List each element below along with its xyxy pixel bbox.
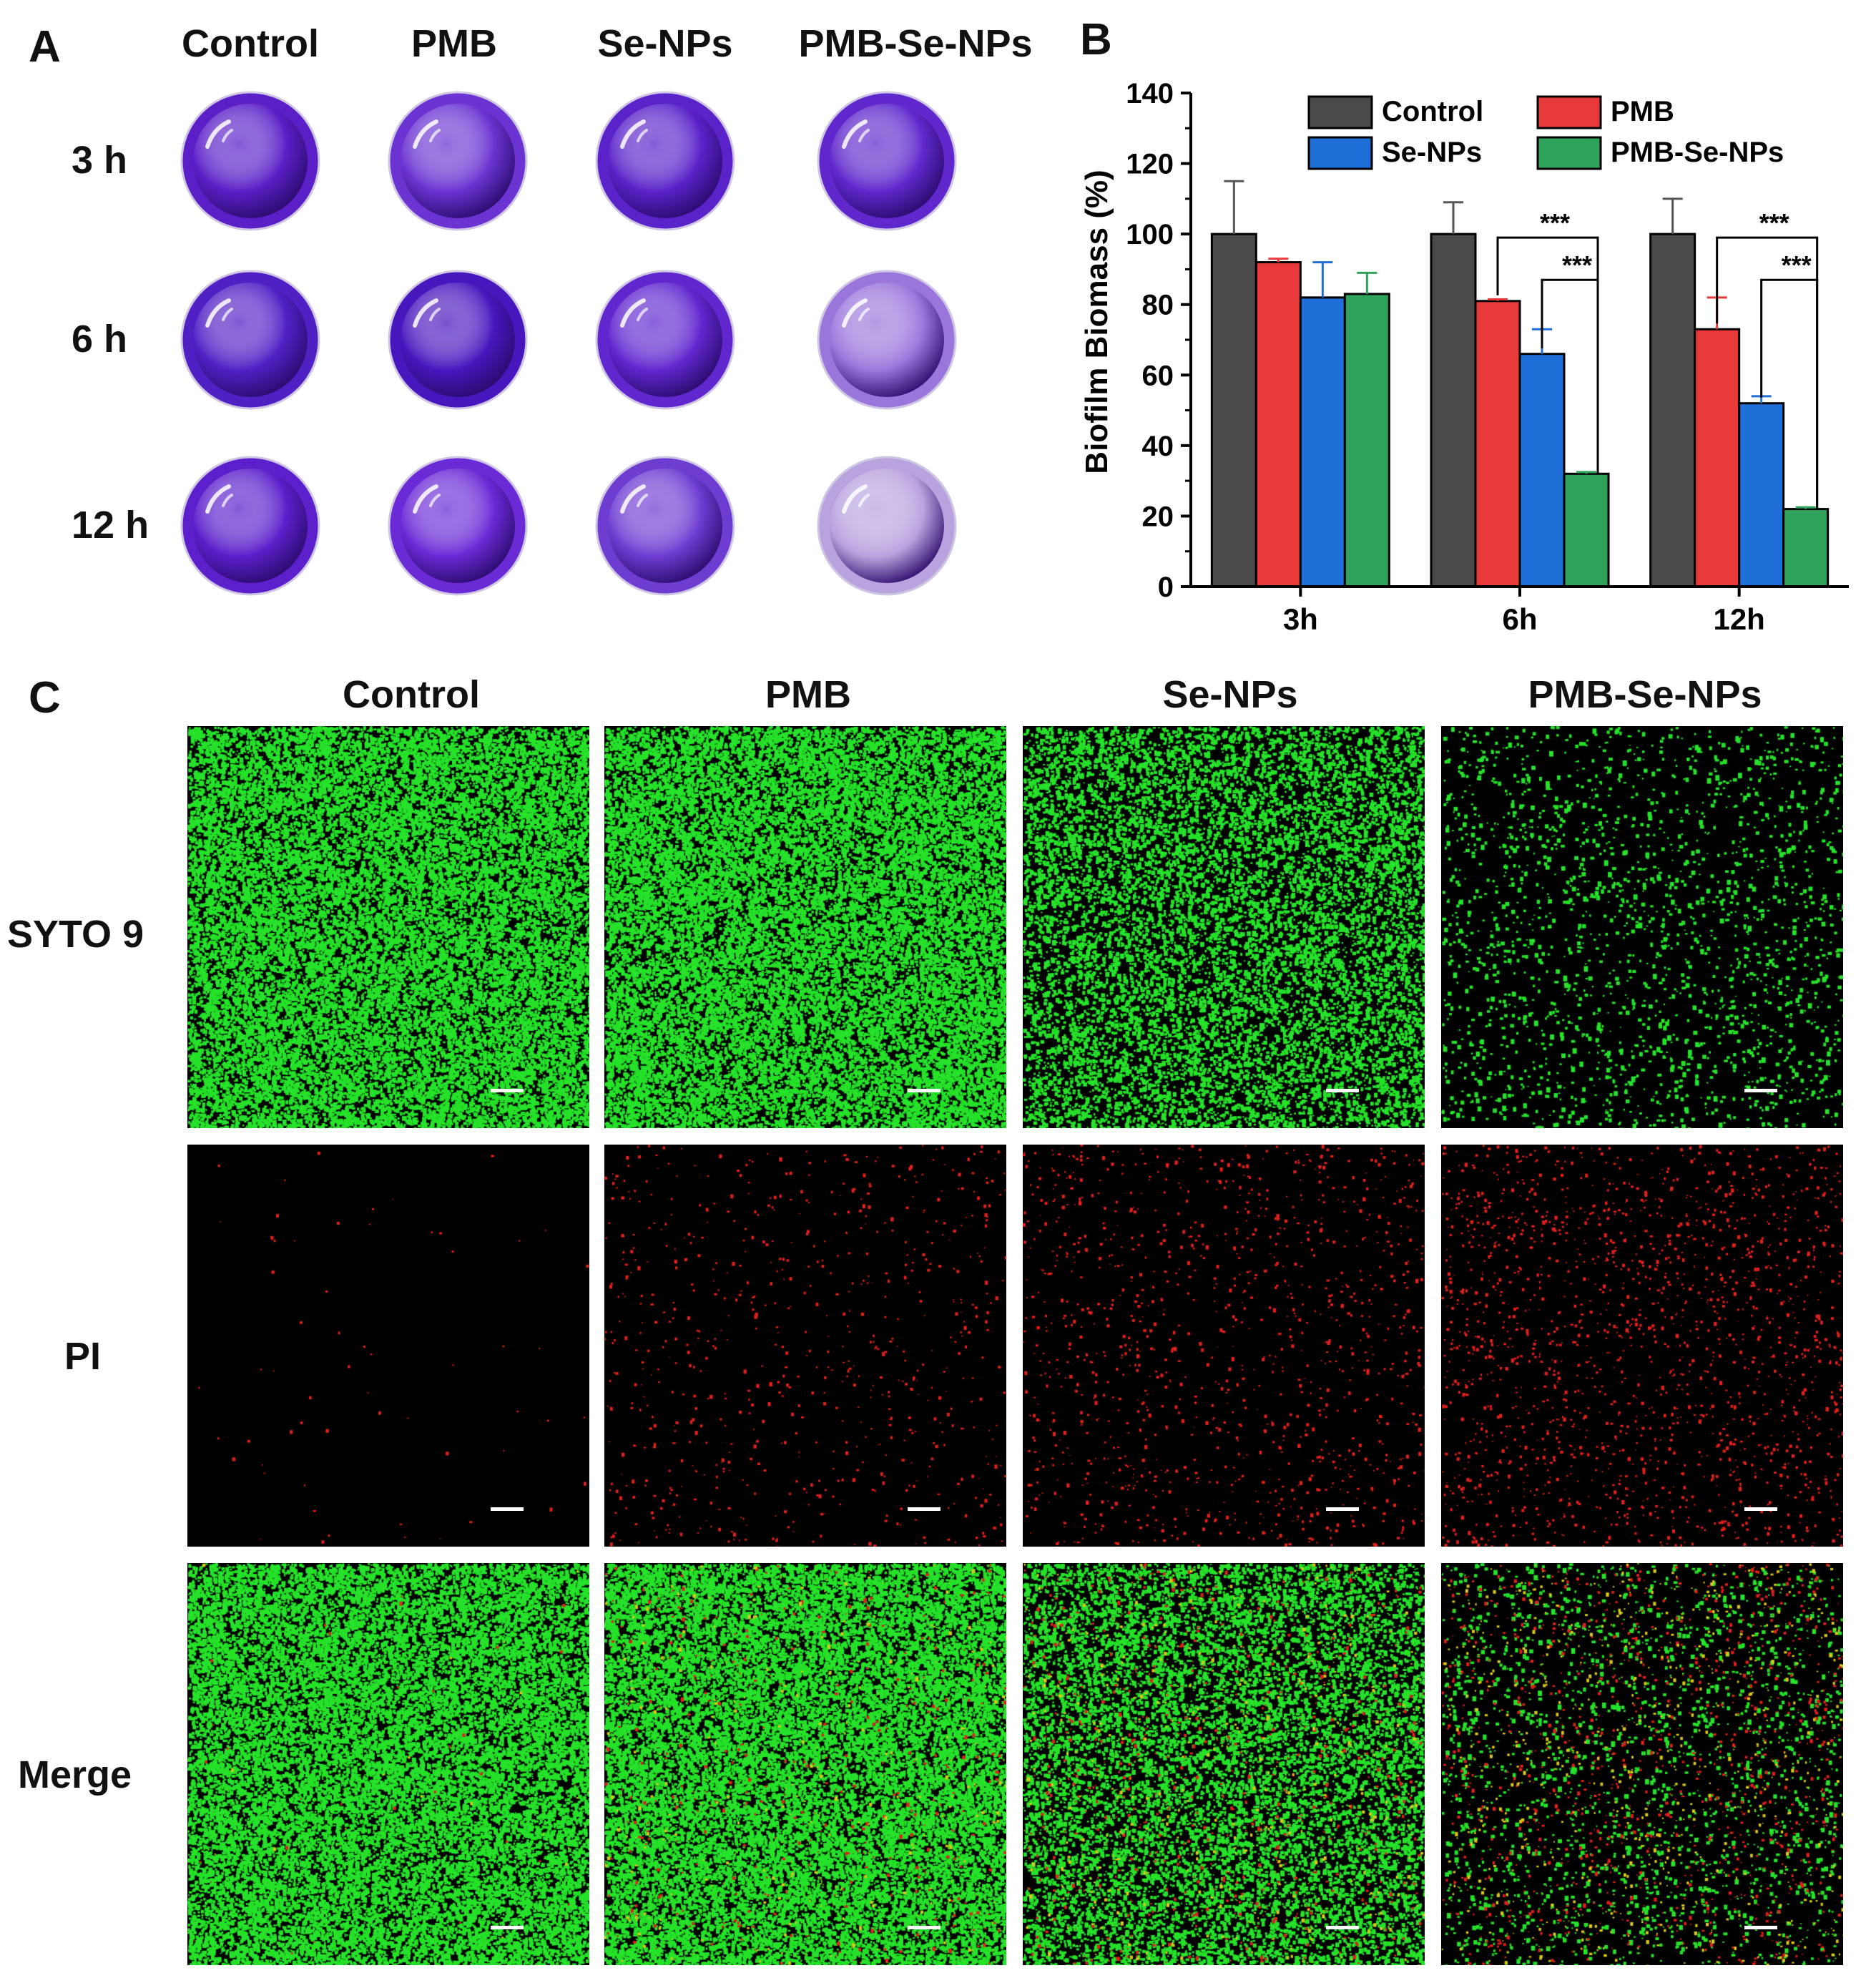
y-tick-label-6: 120 — [1126, 149, 1174, 180]
micrograph-merge-pmb — [604, 1563, 1006, 1965]
well-1-3 — [815, 268, 958, 411]
legend-label-PMB-Se-NPs: PMB-Se-NPs — [1611, 137, 1784, 168]
well-row-label-3h: 3 h — [72, 139, 128, 182]
scale-bar — [1326, 1926, 1359, 1929]
panel-b-bar-chart: *** *** *** *** 0 20 40 60 80 100 120 140 3h 6h 12h C… — [1079, 78, 1849, 636]
micrograph-merge-control — [187, 1563, 589, 1965]
bar-PMB-12h — [1694, 328, 1741, 588]
well-column-label-control: Control — [182, 22, 319, 65]
bar-Control-6h — [1430, 232, 1477, 588]
y-tick-label-4: 80 — [1142, 290, 1174, 321]
significance-label-1: *** — [1562, 250, 1592, 280]
micro-row-label-pi: PI — [64, 1335, 102, 1378]
micrograph-pi-pmb — [604, 1145, 1006, 1547]
well-1-1 — [386, 268, 529, 411]
panel-letter-b: B — [1080, 15, 1112, 64]
well-row-label-12h: 12 h — [72, 504, 149, 547]
scale-bar — [491, 1089, 524, 1092]
micrograph-pi-pmb-se-nps — [1441, 1145, 1843, 1547]
y-axis-label: Biofilm Biomass (%) — [1079, 170, 1114, 474]
micro-column-label-control: Control — [343, 673, 480, 716]
y-tick-label-7: 140 — [1126, 78, 1174, 109]
legend-label-Control: Control — [1382, 96, 1483, 127]
significance-label-2: *** — [1759, 208, 1789, 238]
bar-Control-3h — [1210, 232, 1257, 588]
significance-label-3: *** — [1782, 250, 1812, 280]
significance-label-0: *** — [1540, 208, 1570, 238]
scale-bar — [491, 1507, 524, 1511]
bar-Se-NPs-6h — [1518, 353, 1566, 588]
scale-bar — [1744, 1089, 1777, 1092]
micro-column-label-se-nps: Se-NPs — [1162, 673, 1298, 716]
scale-bar — [1744, 1507, 1777, 1511]
well-1-2 — [594, 268, 737, 411]
panel-letter-a: A — [29, 22, 61, 72]
micrograph-pi-se-nps — [1023, 1145, 1425, 1547]
bar-PMB-Se-NPs-12h — [1782, 508, 1830, 588]
micrograph-syto9-control — [187, 726, 589, 1128]
micro-column-label-pmb-se-nps: PMB-Se-NPs — [1528, 673, 1762, 716]
bar-Se-NPs-12h — [1738, 402, 1785, 588]
well-2-3 — [815, 454, 958, 597]
scale-bar — [1744, 1926, 1777, 1929]
well-column-label-se-nps: Se-NPs — [597, 22, 733, 65]
well-0-2 — [594, 89, 737, 232]
well-2-0 — [179, 454, 322, 597]
significance-bracket-1 — [1541, 278, 1599, 474]
micrograph-merge-pmb-se-nps — [1441, 1563, 1843, 1965]
bar-Control-12h — [1649, 232, 1696, 588]
micrograph-syto9-se-nps — [1023, 726, 1425, 1128]
micrograph-merge-se-nps — [1023, 1563, 1425, 1965]
legend-label-Se-NPs: Se-NPs — [1382, 137, 1482, 168]
legend-swatch-PMB — [1536, 95, 1602, 129]
micro-row-label-merge: Merge — [18, 1753, 132, 1796]
bar-PMB-Se-NPs-6h — [1563, 472, 1610, 588]
micrograph-pi-control — [187, 1145, 589, 1547]
micro-row-label-syto9: SYTO 9 — [7, 913, 144, 956]
scale-bar — [908, 1926, 941, 1929]
well-1-0 — [179, 268, 322, 411]
panel-letter-c: C — [29, 673, 61, 723]
bar-PMB-3h — [1254, 261, 1302, 588]
y-tick-label-5: 100 — [1126, 219, 1174, 250]
well-2-1 — [386, 454, 529, 597]
y-tick-label-3: 60 — [1142, 360, 1174, 391]
well-0-3 — [815, 89, 958, 232]
well-0-1 — [386, 89, 529, 232]
legend-label-PMB: PMB — [1611, 96, 1674, 127]
legend-swatch-Se-NPs — [1307, 136, 1373, 170]
legend-swatch-Control — [1307, 95, 1373, 129]
bar-Se-NPs-3h — [1299, 296, 1346, 588]
well-column-label-pmb: PMB — [411, 22, 497, 65]
well-row-label-6h: 6 h — [72, 318, 128, 361]
scale-bar — [1326, 1089, 1359, 1092]
significance-bracket-3 — [1760, 278, 1819, 509]
scale-bar — [1326, 1507, 1359, 1511]
y-tick-label-1: 20 — [1142, 501, 1174, 532]
micrograph-syto9-pmb-se-nps — [1441, 726, 1843, 1128]
x-tick-label-6h: 6h — [1502, 602, 1537, 636]
legend-swatch-PMB-Se-NPs — [1536, 136, 1602, 170]
micrograph-syto9-pmb — [604, 726, 1006, 1128]
scale-bar — [491, 1926, 524, 1929]
scale-bar — [908, 1089, 941, 1092]
bar-PMB-Se-NPs-3h — [1343, 293, 1390, 588]
y-tick-label-0: 0 — [1158, 572, 1174, 603]
well-column-label-pmb-se-nps: PMB-Se-NPs — [798, 22, 1033, 65]
micro-column-label-pmb: PMB — [765, 673, 851, 716]
well-2-2 — [594, 454, 737, 597]
x-tick-label-12h: 12h — [1713, 602, 1764, 636]
bar-PMB-6h — [1474, 300, 1521, 588]
scale-bar — [908, 1507, 941, 1511]
y-tick-label-2: 40 — [1142, 431, 1174, 462]
well-0-0 — [179, 89, 322, 232]
x-tick-label-3h: 3h — [1283, 602, 1318, 636]
